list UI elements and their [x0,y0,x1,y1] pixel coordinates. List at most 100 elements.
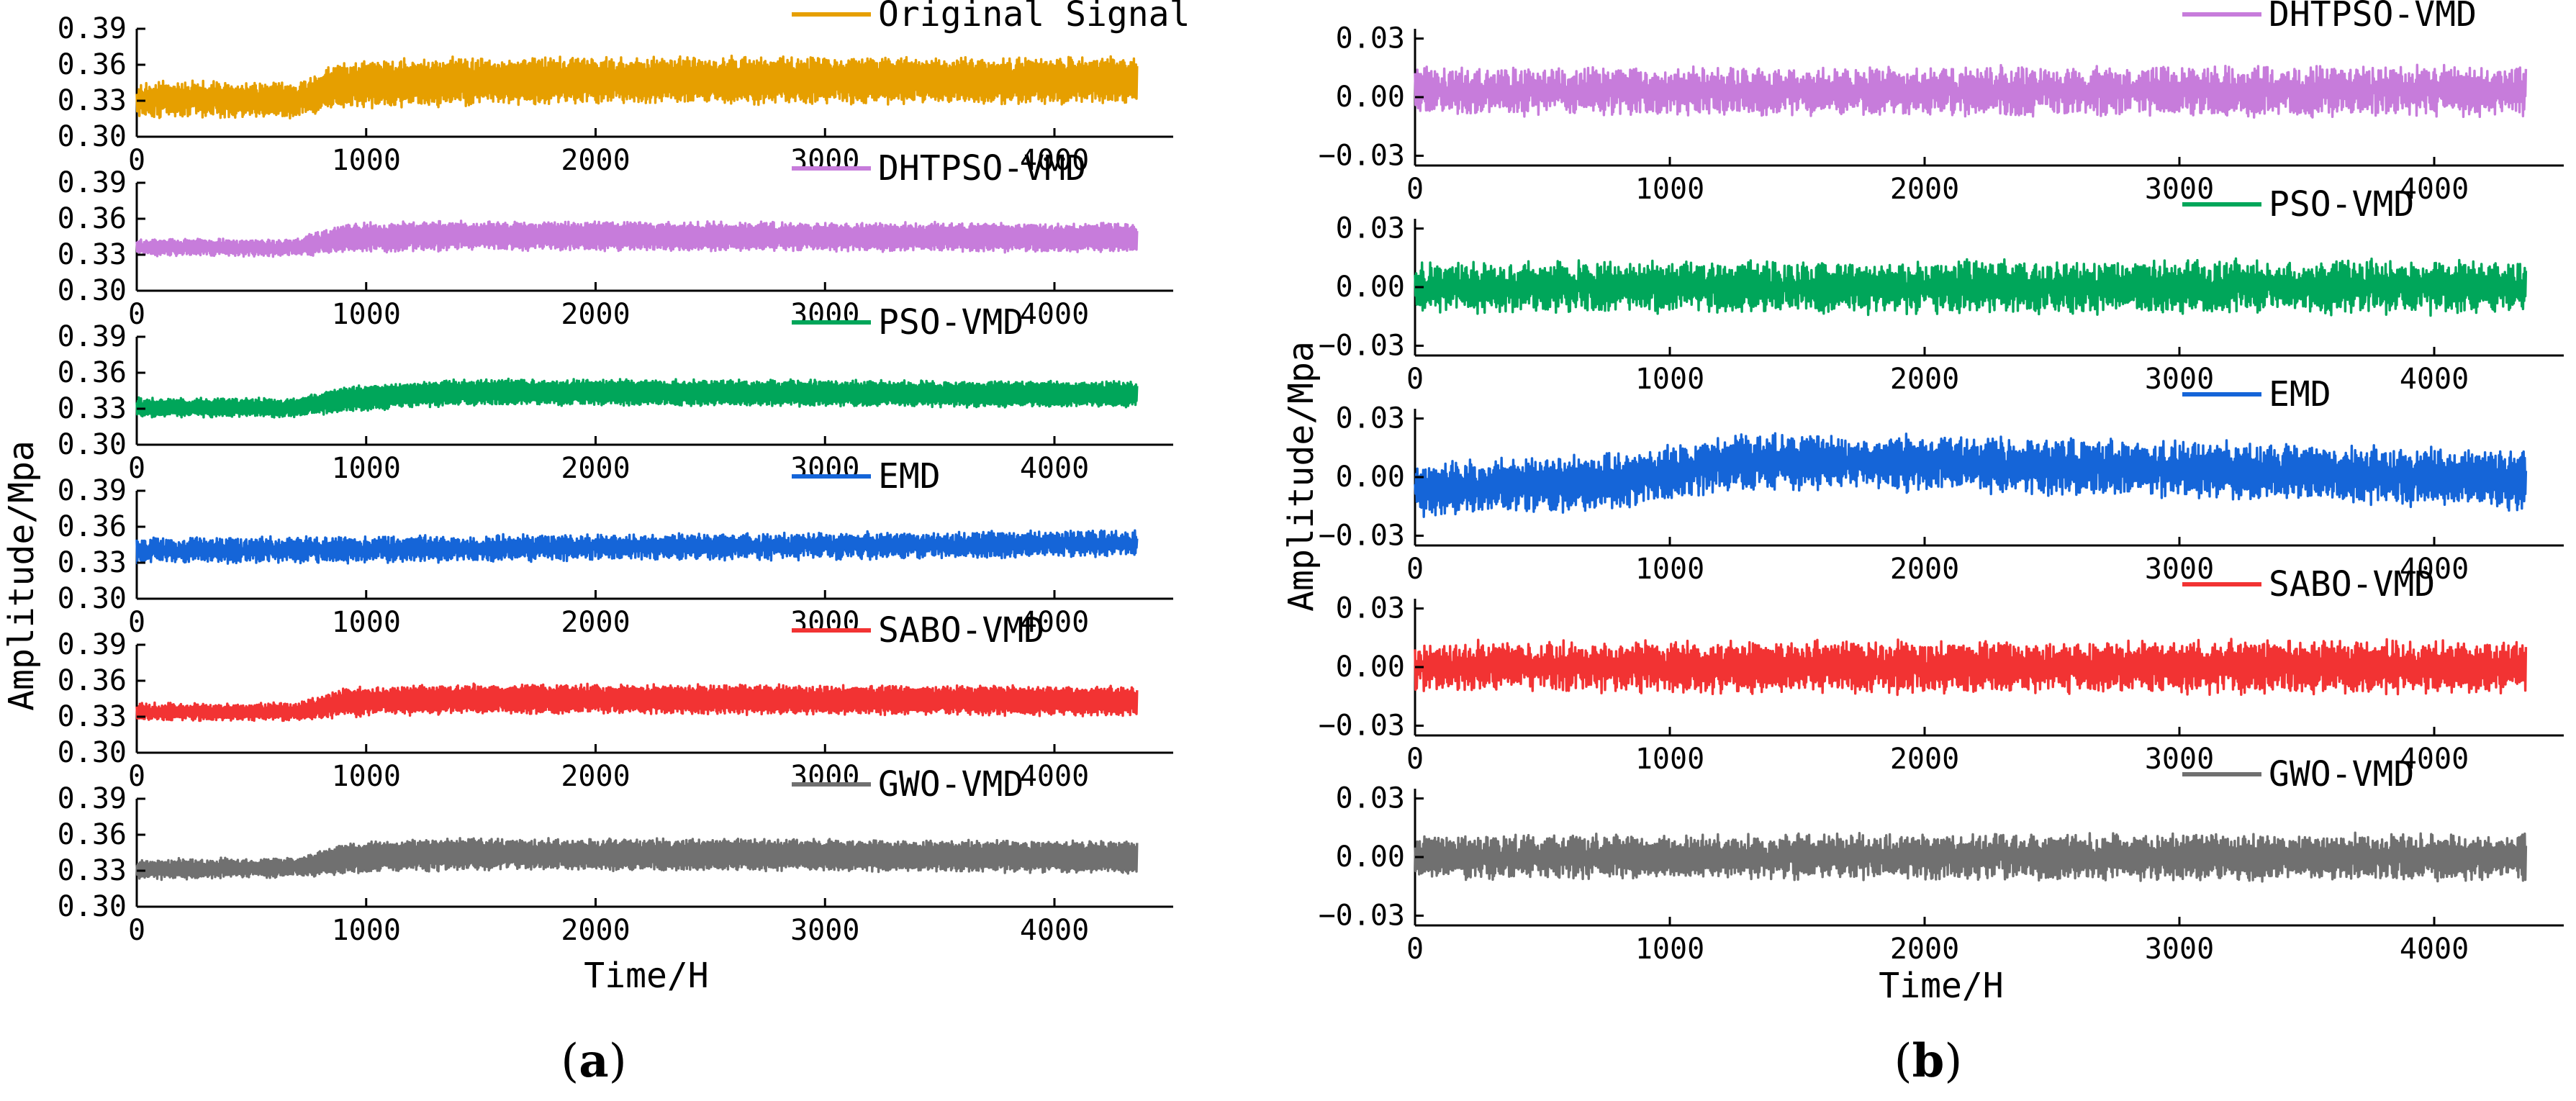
x-tick-label: 2000 [561,606,630,639]
y-tick-label: 0.03 [1336,592,1405,625]
series-line [1414,63,2528,119]
x-tick-label: 0 [128,144,145,177]
x-tick-label: 0 [1406,743,1424,776]
series-line [135,219,1139,258]
x-tick-label: 1000 [1635,743,1704,776]
legend-label: DHTPSO-VMD [878,148,1086,189]
subplot-a-1: 0.300.330.360.39 0 1000 2000 3000 4000 Origina… [58,0,1190,177]
y-tick-label: 0.00 [1336,461,1405,494]
x-tick-label: 0 [128,914,145,947]
x-tick-label: 4000 [2400,553,2469,586]
y-tick-label: −0.03 [1319,329,1405,362]
x-tick-label: 2000 [561,298,630,331]
x-tick-label: 0 [128,606,145,639]
legend-entry: DHTPSO-VMD [792,148,1086,189]
panel-b: −0.030.000.030 1000 2000 3000 4000DHTPSO-VMD… [1319,0,2564,966]
legend-label: EMD [2269,374,2331,414]
x-tick-label: 4000 [1020,606,1089,639]
y-tick-label: 0.36 [58,202,127,235]
x-tick-label: 4000 [1020,452,1089,485]
panel-b-paren-open: ( [1894,1035,1912,1088]
x-tick-label: 2000 [1890,363,1959,396]
x-tick-label: 4000 [1020,144,1089,177]
legend-label: SABO-VMD [878,610,1044,651]
x-tick-label: 4000 [2400,743,2469,776]
x-tick-label: 3000 [2145,363,2214,396]
panel-a-paren-open: ( [561,1035,579,1088]
panel-a-paren-close: ) [609,1035,627,1088]
y-tick-label: 0.33 [58,546,127,579]
x-tick-label: 2000 [1890,553,1959,586]
x-tick-label: 3000 [790,144,859,177]
series-line [1414,831,2528,883]
y-tick-label: 0.33 [58,238,127,271]
legend-label: GWO-VMD [878,764,1023,805]
x-tick-label: 1000 [1635,363,1704,396]
x-tick-label: 4000 [2400,363,2469,396]
subplot-b-2: −0.03 0.00 0.03 0 1000 2000 3000 4000 PSO-VMD [1319,184,2564,396]
y-tick-label: −0.03 [1319,899,1405,932]
x-tick-label: 0 [1406,933,1424,966]
panel-b-label: (b) [1894,1034,1963,1088]
x-tick-label: 2000 [1890,743,1959,776]
y-tick-label: 0.39 [58,320,127,353]
y-tick-label: 0.36 [58,356,127,389]
x-tick-label: 4000 [2400,173,2469,206]
y-tick-label: 0.30 [58,120,127,153]
y-tick-label: 0.00 [1336,651,1405,684]
y-tick-label: 0.39 [58,166,127,199]
legend-entry: GWO-VMD [792,764,1023,805]
x-tick-label: 2000 [561,452,630,485]
x-tick-label: 2000 [561,914,630,947]
legend-entry: SABO-VMD [2182,564,2435,604]
x-tick-label: 1000 [332,452,401,485]
x-tick-label: 3000 [2145,743,2214,776]
x-tick-label: 1000 [1635,933,1704,966]
x-tick-label: 3000 [790,452,859,485]
x-tick-label: 0 [128,760,145,793]
legend-entry: EMD [2182,374,2331,414]
series-line [135,377,1139,419]
legend-entry: DHTPSO-VMD [2182,0,2477,35]
x-tick-label: 4000 [1020,298,1089,331]
legend-label: SABO-VMD [2269,564,2435,604]
y-tick-label: 0.36 [58,510,127,543]
panel-b-letter: b [1912,1034,1945,1088]
legend-entry: EMD [792,456,941,497]
x-tick-label: 0 [128,452,145,485]
x-tick-label: 3000 [790,606,859,639]
y-tick-label: 0.03 [1336,782,1405,815]
y-tick-label: 0.39 [58,782,127,815]
x-tick-label: 2000 [561,144,630,177]
y-tick-label: 0.36 [58,48,127,81]
series-line [1414,432,2528,518]
legend-entry: GWO-VMD [2182,754,2414,794]
series-line [135,529,1139,565]
legend-label: PSO-VMD [878,302,1023,343]
y-tick-label: 0.03 [1336,22,1405,55]
x-tick-label: 4000 [1020,914,1089,947]
legend-label: PSO-VMD [2269,184,2414,225]
panel-b-ylabel: Amplitude/Mpa [1281,341,1321,612]
x-tick-label: 3000 [790,760,859,793]
x-tick-label: 2000 [1890,173,1959,206]
y-tick-label: −0.03 [1319,709,1405,742]
legend-label: Original Signal [878,0,1190,35]
subplot-b-3: −0.03 0.00 0.03 0 1000 2000 3000 4000 EMD [1319,374,2564,586]
y-tick-label: 0.39 [58,12,127,45]
series-line [135,837,1139,882]
subplot-a-4: 0.300.330.360.39 0 1000 2000 3000 4000 EMD [58,456,1173,639]
y-tick-label: 0.39 [58,628,127,661]
x-tick-label: 0 [1406,173,1424,206]
y-tick-label: −0.03 [1319,139,1405,172]
y-tick-label: 0.36 [58,664,127,697]
panel-a-xlabel: Time/H [584,956,708,996]
y-tick-label: −0.03 [1319,519,1405,552]
x-tick-label: 3000 [2145,553,2214,586]
series-line [1414,638,2528,697]
x-tick-label: 2000 [1890,933,1959,966]
y-tick-label: 0.30 [58,428,127,461]
legend-label: GWO-VMD [2269,754,2414,794]
x-tick-label: 1000 [1635,173,1704,206]
x-tick-label: 1000 [332,144,401,177]
